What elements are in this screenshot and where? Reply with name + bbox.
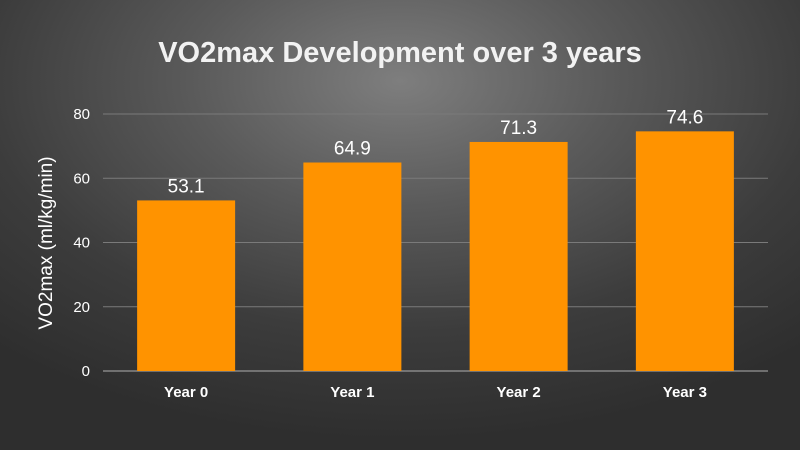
data-label: 64.9 (334, 139, 371, 160)
y-tick-label: 40 (73, 235, 90, 252)
chart-title: VO2max Development over 3 years (158, 37, 642, 69)
x-axis-ticks: Year 0 Year 1 Year 2 Year 3 (164, 384, 707, 401)
y-tick-label: 20 (73, 299, 90, 316)
data-label: 53.1 (168, 176, 205, 197)
bar (137, 200, 236, 371)
bars (137, 131, 734, 371)
y-axis-label: VO2max (ml/kg/min) (36, 156, 57, 329)
x-tick-label: Year 3 (663, 384, 707, 401)
bar (303, 162, 402, 371)
data-labels: 53.1 64.9 71.3 74.6 (168, 107, 704, 197)
y-axis-ticks: 0 20 40 60 80 (73, 106, 90, 380)
bar (635, 131, 734, 371)
x-tick-label: Year 1 (330, 384, 374, 401)
x-tick-label: Year 0 (164, 384, 208, 401)
y-tick-label: 60 (73, 170, 90, 187)
x-tick-label: Year 2 (497, 384, 541, 401)
data-label: 71.3 (500, 118, 537, 139)
bar (469, 141, 568, 371)
y-tick-label: 80 (73, 106, 90, 123)
y-tick-label: 0 (82, 363, 90, 380)
data-label: 74.6 (666, 107, 703, 128)
